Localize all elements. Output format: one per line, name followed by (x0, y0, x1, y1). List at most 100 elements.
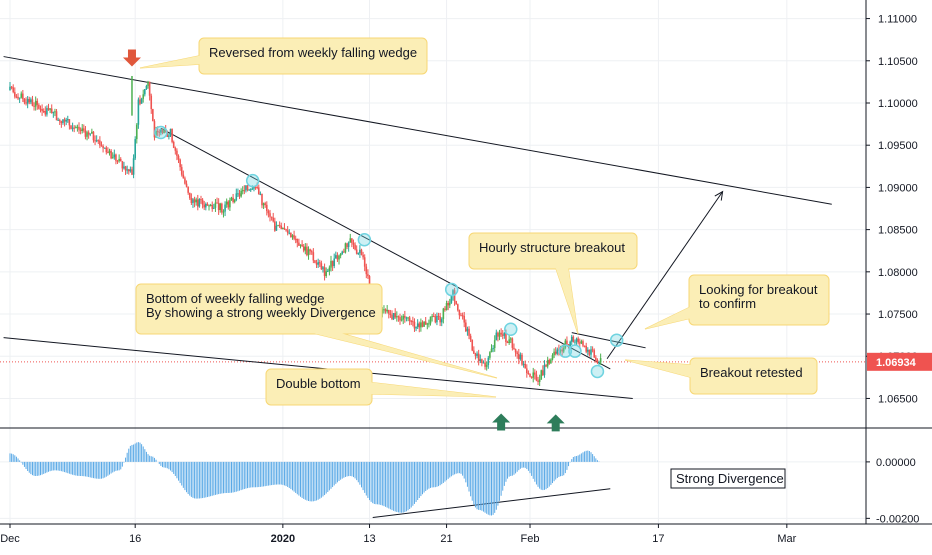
callout-retested-tail-fill (625, 360, 693, 378)
candle-body (217, 202, 220, 211)
candle-body (578, 342, 581, 344)
candle-body (222, 211, 225, 213)
time-tick-label: Dec (0, 533, 20, 545)
candle-body (261, 193, 263, 206)
callout-retested-text: Breakout retested (700, 365, 803, 380)
candle-body (415, 326, 417, 329)
candle-body (582, 341, 584, 346)
candle-body (221, 203, 223, 213)
candle-body (126, 169, 128, 171)
callout-bottom-wedge-tail-fill (300, 330, 497, 378)
candle-body (168, 135, 170, 138)
candle-body (127, 169, 130, 172)
candle-body (110, 150, 112, 159)
candle-body (161, 129, 164, 134)
candle-body (57, 119, 59, 121)
candle-body (302, 246, 305, 251)
touch-circle (558, 344, 573, 358)
candle-body (460, 315, 462, 317)
candle-body (556, 349, 559, 354)
strong-divergence-text: Strong Divergence (676, 471, 784, 486)
candle-body (14, 92, 16, 97)
candle-body (152, 109, 154, 122)
candle-body (367, 274, 369, 277)
callout-hourly-breakout: Hourly structure breakout (468, 232, 638, 335)
candle-body (564, 340, 567, 349)
candle-body (493, 340, 496, 349)
candle-body (44, 111, 47, 115)
candle-body (526, 368, 528, 374)
candle-body (574, 341, 576, 343)
candle-body (38, 104, 40, 109)
candle-body (550, 359, 552, 364)
candle-body (81, 128, 84, 131)
candle-body (537, 380, 539, 382)
callout-looking-breakout-text: to confirm (699, 296, 756, 311)
candle-body (569, 341, 571, 347)
callout-looking-breakout-box (688, 274, 830, 326)
strong-divergence-label: Strong Divergence (670, 468, 786, 489)
candle-body (400, 319, 403, 321)
candle-body (259, 193, 262, 195)
weekly-upper-line (3, 56, 832, 205)
candle-body (468, 328, 470, 336)
candle-body (214, 202, 217, 208)
candle-body (251, 188, 254, 190)
candle-body (195, 199, 197, 203)
candle-body (216, 202, 218, 204)
candle-body (312, 252, 315, 261)
candle-body (548, 360, 551, 364)
candle-body (359, 249, 361, 254)
candle-body (171, 128, 173, 142)
candle-body (156, 131, 159, 133)
candle-body (412, 321, 414, 323)
candle-body (118, 158, 120, 162)
candle-body (323, 267, 326, 277)
candle-body (224, 204, 226, 212)
axes: 1.11000 1.10500 1.10000 1.09500 1.09000 1.085… (0, 14, 932, 545)
candle-body (192, 199, 194, 203)
candle-body (187, 186, 189, 193)
candle-body (201, 199, 204, 205)
down-arrow-icon (122, 49, 141, 67)
candle-body (304, 246, 307, 251)
candle-body (482, 362, 485, 364)
candle-body (288, 232, 291, 234)
price-tick-label: 1.11000 (878, 14, 917, 26)
candle-body (75, 127, 77, 129)
candle-body (270, 216, 273, 218)
price-tick-label: 1.09500 (878, 140, 918, 152)
candle-body (203, 204, 206, 208)
candle-body (257, 187, 260, 195)
candle-body (135, 124, 138, 140)
price-tick-label: 1.08000 (878, 267, 918, 279)
callout-bottom-wedge-box (135, 283, 383, 335)
candle-body (530, 376, 533, 378)
candle-body (243, 190, 246, 192)
candle-body (368, 276, 371, 288)
callout-hourly-breakout-text: Hourly structure breakout (479, 240, 625, 255)
candle-body (333, 258, 336, 267)
candle-body (596, 359, 599, 363)
candle-body (355, 249, 358, 254)
callout-reversed: Reversed from weekly falling wedge (139, 37, 428, 75)
candle-body (570, 336, 573, 342)
candle-body (34, 100, 37, 107)
candle-body (79, 129, 82, 131)
candle-body (213, 207, 215, 209)
candle-body (233, 199, 236, 203)
hourly-upper-line (571, 332, 646, 349)
candle-body (148, 81, 151, 96)
candle-body (84, 130, 87, 137)
candle-body (418, 323, 421, 328)
candle-body (317, 262, 319, 265)
candle-body (296, 238, 299, 243)
candle-body (318, 262, 321, 264)
candle-body (23, 98, 26, 103)
candle-body (211, 204, 214, 209)
candle-body (42, 111, 45, 113)
candle-body (402, 315, 405, 320)
